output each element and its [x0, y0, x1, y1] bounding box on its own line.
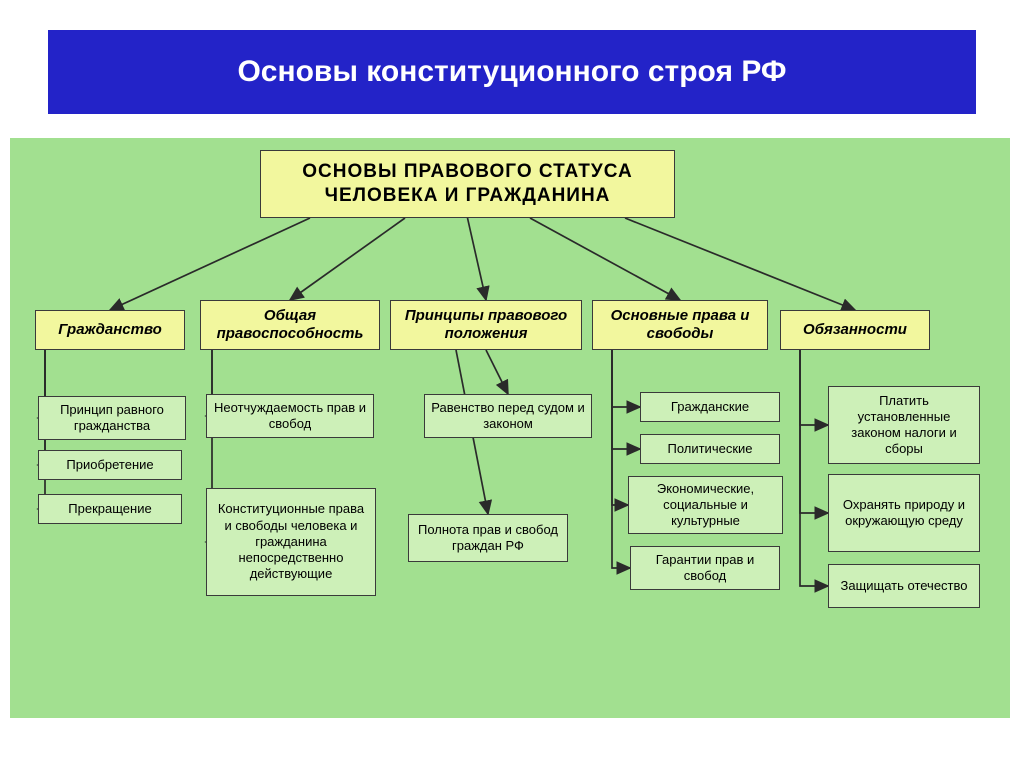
leaf-label: Гражданские: [671, 399, 749, 415]
cat-capacity: Общая правоспособность: [200, 300, 380, 350]
leaf-label: Политические: [667, 441, 752, 457]
title-bar: Основы конституционного строя РФ: [48, 30, 976, 114]
leaf-label: Полнота прав и свобод граждан РФ: [415, 522, 561, 555]
leaf-principles-1: Полнота прав и свобод граждан РФ: [408, 514, 568, 562]
leaf-label: Неотчуждаемость прав и свобод: [213, 400, 367, 433]
leaf-label: Платить установленные законом налоги и с…: [835, 393, 973, 458]
leaf-principles-0: Равенство перед судом и законом: [424, 394, 592, 438]
page-title: Основы конституционного строя РФ: [237, 55, 786, 89]
leaf-duties-2: Защищать отечество: [828, 564, 980, 608]
leaf-label: Приобретение: [66, 457, 153, 473]
cat-label: Обязанности: [803, 321, 907, 339]
cat-principles: Принципы правового положения: [390, 300, 582, 350]
main-box-label: ОСНОВЫ ПРАВОВОГО СТАТУСА ЧЕЛОВЕКА И ГРАЖ…: [267, 160, 668, 208]
cat-label: Основные права и свободы: [599, 307, 761, 343]
diagram-area: ОСНОВЫ ПРАВОВОГО СТАТУСА ЧЕЛОВЕКА И ГРАЖ…: [10, 138, 1010, 718]
leaf-label: Равенство перед судом и законом: [431, 400, 585, 433]
leaf-label: Защищать отечество: [840, 578, 967, 594]
leaf-duties-0: Платить установленные законом налоги и с…: [828, 386, 980, 464]
leaf-citizenship-0: Принцип равного гражданства: [38, 396, 186, 440]
cat-citizenship: Гражданство: [35, 310, 185, 350]
leaf-citizenship-1: Приобретение: [38, 450, 182, 480]
leaf-label: Конституционные права и свободы человека…: [213, 501, 369, 582]
leaf-label: Принцип равного гражданства: [45, 402, 179, 435]
cat-duties: Обязанности: [780, 310, 930, 350]
leaf-duties-1: Охранять природу и окружающую среду: [828, 474, 980, 552]
leaf-label: Экономические, социальные и культурные: [635, 481, 776, 530]
leaf-label: Прекращение: [68, 501, 151, 517]
leaf-citizenship-2: Прекращение: [38, 494, 182, 524]
leaf-label: Гарантии прав и свобод: [637, 552, 773, 585]
cat-label: Гражданство: [58, 321, 162, 339]
leaf-rights-3: Гарантии прав и свобод: [630, 546, 780, 590]
leaf-rights-1: Политические: [640, 434, 780, 464]
leaf-capacity-0: Неотчуждаемость прав и свобод: [206, 394, 374, 438]
leaf-rights-2: Экономические, социальные и культурные: [628, 476, 783, 534]
leaf-label: Охранять природу и окружающую среду: [835, 497, 973, 530]
cat-label: Общая правоспособность: [207, 307, 373, 343]
main-box: ОСНОВЫ ПРАВОВОГО СТАТУСА ЧЕЛОВЕКА И ГРАЖ…: [260, 150, 675, 218]
cat-rights: Основные права и свободы: [592, 300, 768, 350]
leaf-capacity-1: Конституционные права и свободы человека…: [206, 488, 376, 596]
leaf-rights-0: Гражданские: [640, 392, 780, 422]
cat-label: Принципы правового положения: [397, 307, 575, 343]
